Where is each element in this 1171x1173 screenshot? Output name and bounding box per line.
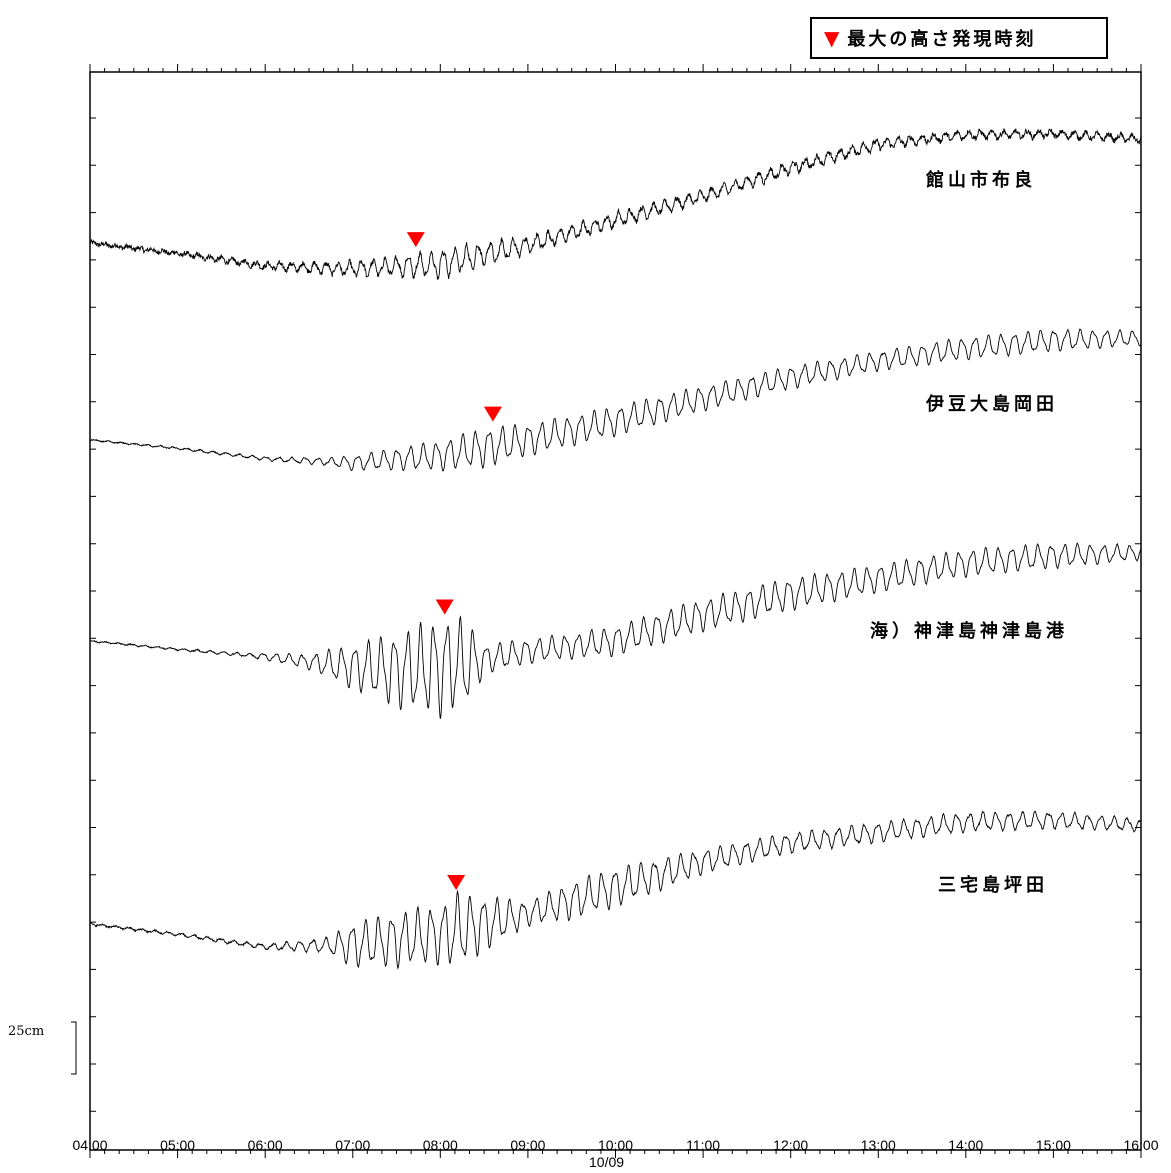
- scale-bar-label: 25cm: [8, 1024, 45, 1039]
- x-tick-label: 11:00: [686, 1137, 720, 1153]
- x-date-label: 10/09: [589, 1154, 625, 1170]
- scale-bar: [71, 1021, 77, 1075]
- x-tick-label: 15:00: [1036, 1137, 1071, 1153]
- x-tick-label: 08:00: [423, 1137, 458, 1153]
- station-label-tateyama: 館山市布良: [926, 170, 1036, 191]
- tide-trace: [89, 128, 1142, 280]
- max-height-marker: [406, 232, 425, 248]
- station-label-miyakejima: 三宅島坪田: [938, 875, 1048, 896]
- tide-trace: [89, 810, 1142, 970]
- legend-marker-icon: ▼: [824, 26, 840, 50]
- x-tick-label: 13:00: [861, 1137, 896, 1153]
- max-height-marker: [447, 875, 466, 890]
- max-height-markers: [406, 232, 502, 890]
- x-tick-label: 06:00: [248, 1137, 283, 1153]
- station-label-kozushima: 海）神津島神津島港: [870, 621, 1068, 642]
- max-height-marker: [435, 599, 454, 615]
- axis-ticks: [89, 64, 1142, 1158]
- legend-text: 最大の高さ発現時刻: [847, 29, 1037, 50]
- x-tick-label: 05:00: [160, 1137, 195, 1153]
- x-tick-label: 12:00: [773, 1137, 808, 1153]
- max-height-marker: [483, 406, 502, 422]
- tide-trace: [89, 328, 1142, 472]
- plot-frame: [89, 71, 1142, 1151]
- x-tick-label: 04:00: [72, 1137, 107, 1153]
- legend: ▼ 最大の高さ発現時刻: [810, 17, 1108, 59]
- x-tick-label: 14:00: [948, 1137, 983, 1153]
- x-tick-label: 07:00: [335, 1137, 370, 1153]
- x-tick-label: 10:00: [598, 1137, 633, 1153]
- x-tick-labels: 04:00 05:00 06:00 07:00 08:00 09:00 10:00 11:00…: [72, 1137, 1158, 1153]
- tide-trace: [89, 542, 1142, 719]
- tide-traces: [89, 128, 1142, 970]
- x-tick-label: 16:00: [1123, 1137, 1158, 1153]
- station-label-izuoshima: 伊豆大島岡田: [926, 394, 1058, 415]
- x-tick-label: 09:00: [510, 1137, 545, 1153]
